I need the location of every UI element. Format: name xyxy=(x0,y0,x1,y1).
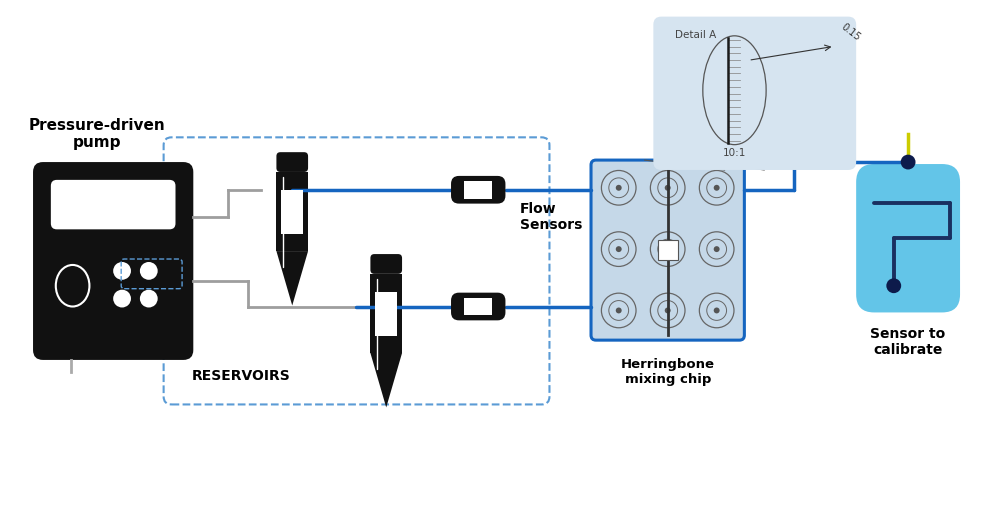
FancyBboxPatch shape xyxy=(591,160,744,340)
Circle shape xyxy=(714,185,720,191)
Circle shape xyxy=(665,246,671,252)
Text: 0.15: 0.15 xyxy=(839,21,862,42)
Circle shape xyxy=(140,262,158,280)
Circle shape xyxy=(886,278,901,293)
Text: 10:1: 10:1 xyxy=(723,148,746,158)
Text: Detail A: Detail A xyxy=(675,31,716,41)
FancyBboxPatch shape xyxy=(370,254,402,274)
Circle shape xyxy=(140,290,158,307)
Circle shape xyxy=(616,246,622,252)
FancyBboxPatch shape xyxy=(33,162,193,360)
Bar xyxy=(281,190,303,234)
Bar xyxy=(370,274,402,353)
Text: Pressure-driven
pump: Pressure-driven pump xyxy=(29,118,166,150)
Circle shape xyxy=(901,155,916,169)
Circle shape xyxy=(616,185,622,191)
Circle shape xyxy=(665,185,671,191)
Bar xyxy=(658,240,678,260)
Polygon shape xyxy=(370,353,402,407)
Circle shape xyxy=(714,246,720,252)
FancyBboxPatch shape xyxy=(856,164,960,313)
Text: Sensor to
calibrate: Sensor to calibrate xyxy=(870,327,946,357)
Circle shape xyxy=(665,307,671,314)
FancyBboxPatch shape xyxy=(451,176,505,204)
Bar xyxy=(464,297,492,315)
FancyBboxPatch shape xyxy=(451,293,505,320)
Text: RESERVOIRS: RESERVOIRS xyxy=(191,369,290,383)
Circle shape xyxy=(714,307,720,314)
Ellipse shape xyxy=(56,265,89,306)
FancyBboxPatch shape xyxy=(653,17,856,170)
Circle shape xyxy=(113,290,131,307)
FancyBboxPatch shape xyxy=(51,180,175,229)
Circle shape xyxy=(113,262,131,280)
Circle shape xyxy=(616,307,622,314)
Bar xyxy=(276,172,308,251)
Bar xyxy=(464,181,492,199)
Text: Flow
Sensors: Flow Sensors xyxy=(520,202,582,232)
Polygon shape xyxy=(276,251,308,305)
Text: Herringbone
mixing chip: Herringbone mixing chip xyxy=(621,358,715,386)
FancyBboxPatch shape xyxy=(276,152,308,172)
Bar xyxy=(375,292,397,336)
